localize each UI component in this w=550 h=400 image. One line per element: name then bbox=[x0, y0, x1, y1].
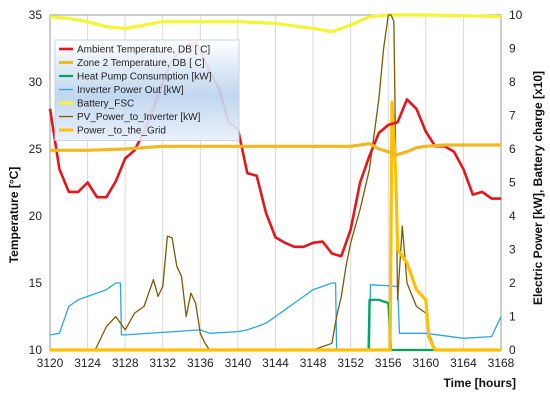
series-line-zone-2-temperature-db-c bbox=[50, 142, 501, 156]
y-left-tick-label: 35 bbox=[29, 8, 43, 22]
y-right-tick-label: 2 bbox=[509, 276, 516, 290]
y-left-tick-label: 20 bbox=[29, 209, 43, 223]
x-tick-label: 3160 bbox=[412, 356, 439, 370]
x-tick-label: 3148 bbox=[300, 356, 327, 370]
legend-entry: Battery_FSC bbox=[77, 99, 134, 110]
x-tick-label: 3132 bbox=[149, 356, 176, 370]
legend-entry: Zone 2 Temperature, DB [ C] bbox=[77, 58, 205, 69]
legend-entry: PV_Power_to_Inverter [kW] bbox=[77, 112, 201, 123]
y-left-axis-label: Temperature [°C] bbox=[7, 167, 21, 264]
legend-box bbox=[54, 39, 240, 141]
y-left-axis-ticks: 10 15 20 25 30 35 bbox=[29, 8, 43, 357]
x-tick-label: 3140 bbox=[225, 356, 252, 370]
series-line-power-to-the-grid bbox=[50, 100, 501, 352]
y-right-axis-ticks: 0 1 2 3 4 5 6 7 8 9 10 bbox=[509, 8, 523, 357]
y-left-tick-label: 30 bbox=[29, 75, 43, 89]
legend-entry: Ambient Temperature, DB [ C] bbox=[77, 45, 210, 56]
x-tick-label: 3156 bbox=[375, 356, 402, 370]
y-left-tick-label: 10 bbox=[29, 343, 43, 357]
y-right-axis-label: Electric Power [kW], Battery charge [x10… bbox=[531, 71, 545, 305]
x-axis-label: Time [hours] bbox=[444, 376, 516, 390]
x-axis-ticks: 3120 3124 3128 3132 3136 3140 3144 3148 3152 3156… bbox=[37, 356, 515, 370]
x-tick-label: 3164 bbox=[450, 356, 477, 370]
x-tick-label: 3120 bbox=[37, 356, 64, 370]
series-layer bbox=[48, 13, 502, 352]
y-right-tick-label: 3 bbox=[509, 243, 516, 257]
series-line-inverter-power-out-kw bbox=[49, 282, 502, 351]
x-tick-label: 3144 bbox=[262, 356, 289, 370]
x-tick-label: 3168 bbox=[488, 356, 515, 370]
x-tick-label: 3128 bbox=[112, 356, 139, 370]
series-line-ambient-temperature-db-c bbox=[48, 40, 501, 258]
y-left-tick-label: 15 bbox=[29, 276, 43, 290]
series-line-battery-fsc bbox=[49, 13, 502, 34]
y-right-tick-label: 5 bbox=[509, 176, 516, 190]
legend-entry: Heat Pump Consumption [kW] bbox=[77, 72, 212, 83]
legend: Ambient Temperature, DB [ C] Zone 2 Tempe… bbox=[54, 39, 240, 141]
y-right-tick-label: 9 bbox=[509, 42, 516, 56]
x-tick-label: 3124 bbox=[74, 356, 101, 370]
y-right-tick-label: 0 bbox=[509, 343, 516, 357]
y-right-tick-label: 10 bbox=[509, 8, 523, 22]
legend-entry: Power _to_the_Grid bbox=[77, 126, 166, 137]
x-tick-label: 3152 bbox=[337, 356, 364, 370]
y-right-tick-label: 1 bbox=[509, 310, 516, 324]
y-right-tick-label: 7 bbox=[509, 109, 516, 123]
legend-entry: Inverter Power Out [kW] bbox=[77, 85, 184, 96]
y-right-tick-label: 6 bbox=[509, 142, 516, 156]
y-right-tick-label: 8 bbox=[509, 75, 516, 89]
y-right-tick-label: 4 bbox=[509, 209, 516, 223]
y-left-tick-label: 25 bbox=[29, 142, 43, 156]
x-tick-label: 3136 bbox=[187, 356, 214, 370]
